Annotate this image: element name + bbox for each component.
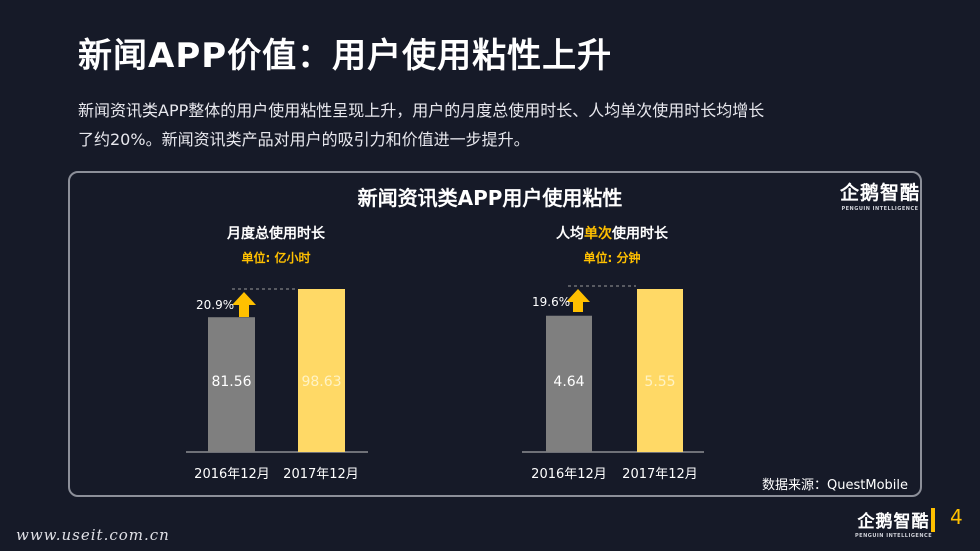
chart2-tick-2016: 2016年12月: [531, 467, 607, 482]
page-title: 新闻APP价值：用户使用粘性上升: [78, 36, 613, 76]
logo-en-text: PENGUIN INTELLIGENCE: [841, 206, 919, 212]
chart1-value-2016: 81.56: [211, 374, 251, 390]
logo-bottom-cn-text: 企鹅智酷: [857, 512, 930, 532]
chart-per-session-time: 人均单次使用时长 单位: 分钟 4.64 5.55 2016年12月 2017年…: [522, 225, 704, 482]
chart2-title-part1: 人均: [556, 225, 584, 242]
description-line-1: 新闻资讯类APP整体的用户使用粘性呈现上升，用户的月度总使用时长、人均单次使用时…: [78, 101, 765, 120]
chart2-value-2016: 4.64: [553, 374, 584, 390]
panel-title: 新闻资讯类APP用户使用粘性: [357, 186, 623, 210]
chart1-title: 月度总使用时长: [226, 225, 326, 242]
chart1-up-arrow-icon: [232, 292, 256, 317]
chart1-bar-2016: [208, 317, 255, 452]
chart-monthly-total-time: 月度总使用时长 单位: 亿小时 81.56 98.63 2016年12月 201…: [186, 225, 368, 482]
chart2-value-2017: 5.55: [644, 374, 675, 390]
chart2-tick-2017: 2017年12月: [622, 467, 698, 482]
chart1-growth-label: 20.9%: [196, 298, 234, 312]
chart2-bar-2017: [637, 289, 683, 452]
logo-cn-text: 企鹅智酷: [840, 182, 921, 204]
chart1-subtitle: 单位: 亿小时: [242, 250, 311, 265]
data-source: 数据来源：QuestMobile: [762, 478, 908, 493]
chart1-value-2017: 98.63: [301, 374, 341, 390]
description: 新闻资讯类APP整体的用户使用粘性呈现上升，用户的月度总使用时长、人均单次使用时…: [78, 96, 878, 154]
penguin-logo-bottom: 企鹅智酷 PENGUIN INTELLIGENCE: [855, 507, 932, 539]
chart2-title-highlight: 单次: [584, 225, 612, 242]
chart2-up-arrow-icon: [566, 289, 590, 312]
chart1-tick-2017: 2017年12月: [283, 467, 359, 482]
site-watermark: www.useit.com.cn: [16, 526, 170, 544]
chart2-bar-2016: [546, 315, 592, 452]
description-line-2: 了约20%。新闻资讯类产品对用户的吸引力和价值进一步提升。: [78, 130, 530, 149]
chart1-bar-2017: [298, 289, 345, 452]
chart2-title: 人均单次使用时长: [556, 225, 669, 242]
chart2-title-part3: 使用时长: [611, 225, 669, 242]
chart2-growth-label: 19.6%: [532, 295, 570, 309]
page-number: 4: [950, 505, 963, 529]
page-accent-bar: [931, 508, 935, 532]
logo-bottom-en-text: PENGUIN INTELLIGENCE: [855, 533, 933, 539]
chart-panel: [68, 171, 922, 497]
chart2-subtitle: 单位: 分钟: [584, 250, 641, 265]
chart1-tick-2016: 2016年12月: [194, 467, 270, 482]
penguin-logo-top: 企鹅智酷 PENGUIN INTELLIGENCE: [840, 178, 920, 212]
